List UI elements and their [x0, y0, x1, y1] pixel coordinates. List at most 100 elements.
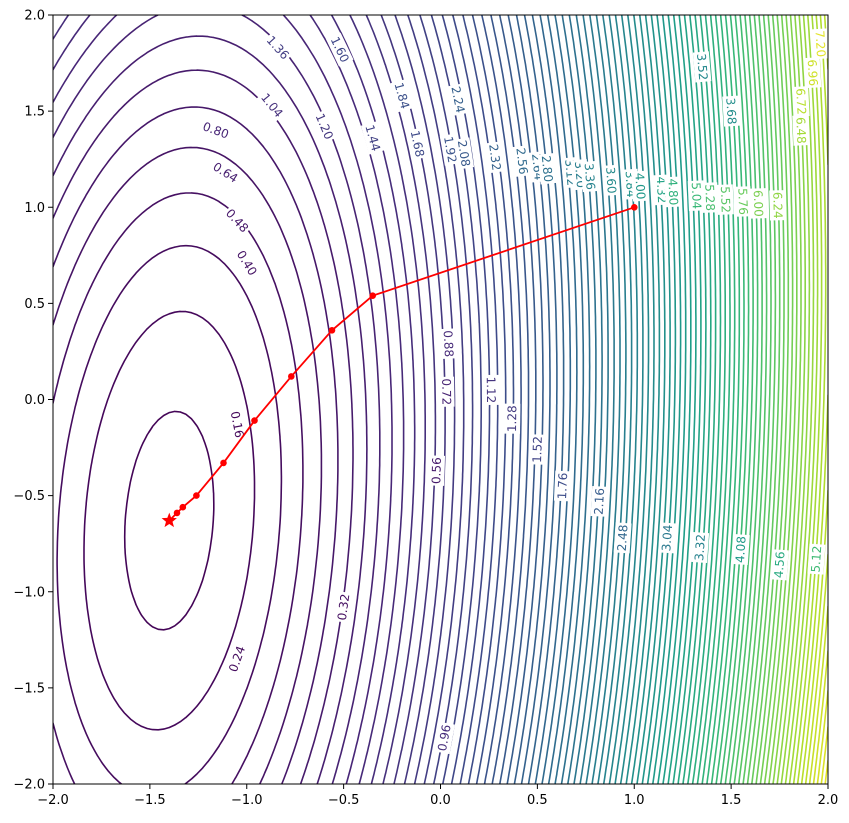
- contour-label: 3.32: [692, 534, 708, 562]
- contour-label-background: [807, 543, 826, 575]
- contour-label-item: 5.76: [734, 186, 752, 217]
- contour-label: 1.68: [408, 129, 427, 158]
- contour-label-item: 3.36: [580, 160, 599, 193]
- y-tick-label: −1.0: [13, 585, 45, 600]
- contour-label-item: 0.96: [433, 721, 455, 755]
- contour-label-background: [261, 31, 294, 65]
- path-point: [369, 292, 377, 300]
- contour-line: [53, 106, 339, 784]
- contour-label-background: [221, 204, 254, 238]
- contour-label-background: [208, 157, 243, 188]
- contour-line: [733, 15, 768, 784]
- contour-label-background: [406, 127, 429, 161]
- contour-label-item: 6.24: [769, 190, 786, 221]
- contour-label-item: 1.20: [311, 109, 338, 144]
- y-tick-label: 2.0: [24, 9, 45, 24]
- contour-label-item: 1.68: [406, 127, 429, 161]
- y-tick-label: 0.5: [24, 297, 45, 312]
- contour-line: [619, 15, 655, 784]
- contour-label: 0.16: [228, 410, 247, 439]
- y-tick-label: 0.0: [24, 393, 45, 408]
- contour-line: [407, 15, 465, 784]
- y-axis: −2.0 −1.5 −1.0 −0.5 0.0 0.5 1.0 1.5 2.0: [13, 9, 53, 793]
- contour-label-background: [631, 170, 649, 202]
- contour-label-group: 0.16 0.24 0.32 0.40 0.48 0.56 0.64 0.72 0.80 0.88…: [198, 28, 828, 755]
- contour-line: [824, 759, 828, 784]
- contour-label: 6.00: [751, 190, 766, 217]
- contour-label: 2.48: [615, 524, 631, 552]
- contour-label-background: [687, 180, 705, 212]
- contour-label-background: [224, 642, 250, 676]
- contour-label-item: 1.52: [528, 434, 546, 465]
- contour-label-background: [537, 153, 557, 185]
- path-point: [193, 492, 200, 499]
- x-tick-label: −2.0: [37, 793, 69, 808]
- contour-label-background: [438, 376, 455, 407]
- path-point: [631, 204, 638, 211]
- contour-label-background: [447, 83, 469, 116]
- contour-label-background: [333, 591, 354, 624]
- contour-line: [780, 15, 815, 784]
- contour-line: [816, 690, 828, 784]
- contour-line: [452, 15, 499, 784]
- contour-label: 6.96: [805, 59, 821, 86]
- contour-line: [788, 15, 823, 784]
- contour-label: 5.76: [735, 188, 750, 215]
- contour-label: 4.80: [665, 178, 680, 205]
- contour-line: [419, 15, 474, 784]
- contour-label-background: [232, 246, 262, 280]
- x-tick-label: −0.5: [328, 793, 360, 808]
- contour-label: 0.56: [429, 457, 444, 484]
- optimization-path: [161, 204, 638, 528]
- contour-label-item: 5.04: [687, 180, 705, 212]
- contour-label-item: 1.84: [390, 79, 414, 113]
- contour-label: 0.88: [441, 330, 456, 357]
- contour-label-background: [482, 374, 500, 405]
- contour-label-item: 6.72: [792, 86, 810, 117]
- contour-label-background: [731, 533, 750, 566]
- contour-line: [724, 15, 759, 784]
- contour-label-background: [692, 51, 712, 83]
- contour-label-item: 2.48: [613, 522, 632, 554]
- contour-label-background: [311, 109, 338, 144]
- contour-label: 6.24: [770, 192, 785, 219]
- contour-label-item: 4.80: [664, 176, 682, 208]
- contour-label-item: 1.36: [261, 31, 294, 65]
- contour-label: 0.96: [435, 723, 454, 752]
- contour-line: [812, 650, 828, 784]
- contour-label-item: 3.04: [658, 522, 677, 554]
- contour-label-background: [428, 455, 446, 486]
- contour-label-item: 0.16: [226, 408, 248, 441]
- y-tick-label: 1.5: [24, 105, 45, 120]
- contour-label-background: [553, 470, 572, 502]
- contour-label-item: 2.08: [453, 137, 475, 170]
- contour-label: 4.56: [772, 551, 788, 579]
- contour-label: 1.84: [392, 81, 413, 110]
- contour-label-background: [664, 176, 682, 208]
- contour-label-item: 1.04: [256, 88, 288, 123]
- contour-line: [808, 605, 828, 784]
- contour-line: [506, 15, 544, 784]
- contour-label: 3.52: [694, 53, 710, 81]
- contour-label-item: 0.88: [439, 328, 457, 360]
- contour-label-item: 4.00: [631, 170, 649, 202]
- contour-label: 3.60: [603, 166, 619, 194]
- contour-line: [83, 310, 256, 731]
- contour-line: [349, 15, 426, 784]
- contour-label-item: 1.28: [504, 403, 521, 434]
- contour-label-background: [433, 721, 455, 755]
- contour-line: [53, 15, 405, 784]
- contour-label-background: [226, 408, 248, 441]
- x-axis: −2.0 −1.5 −1.0 −0.5 0.0 0.5 1.0 1.5 2.0: [37, 784, 838, 808]
- contour-label-background: [769, 190, 786, 221]
- contour-label: 1.12: [484, 376, 498, 403]
- contour-label-background: [326, 32, 354, 67]
- contour-label-item: 0.24: [224, 642, 250, 676]
- contour-label-background: [792, 86, 810, 117]
- path-point: [173, 509, 181, 517]
- contour-label-background: [360, 121, 385, 155]
- contour-line: [573, 15, 609, 784]
- contour-line: [737, 15, 772, 784]
- x-tick-label: 0.5: [527, 793, 548, 808]
